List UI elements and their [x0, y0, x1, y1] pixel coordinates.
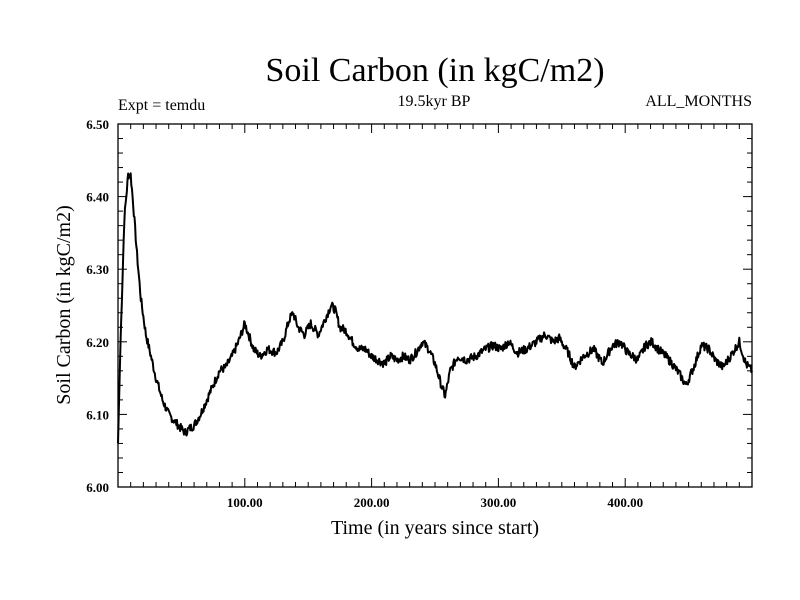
months-label: ALL_MONTHS — [645, 93, 752, 110]
period-label: 19.5kyr BP — [398, 93, 471, 110]
y-axis-label: Soil Carbon (in kgC/m2) — [53, 205, 75, 404]
tick-label-group: 100.00 200.00 300.00 400.00 6.00 6.10 6.20 6.30… — [86, 117, 643, 510]
y-tick-label: 6.30 — [86, 262, 109, 277]
series-line-soil-carbon — [117, 172, 753, 444]
tick-group — [118, 124, 752, 487]
plot-frame — [117, 123, 753, 488]
y-tick-label: 6.20 — [86, 335, 109, 350]
x-axis-label: Time (in years since start) — [331, 517, 539, 539]
y-tick-label: 6.10 — [86, 407, 109, 422]
y-tick-label: 6.00 — [86, 480, 109, 495]
x-tick-label: 100.00 — [227, 495, 263, 510]
x-tick-label: 300.00 — [481, 495, 517, 510]
chart-title: Soil Carbon (in kgC/m2) — [265, 52, 604, 89]
y-tick-label: 6.50 — [86, 117, 109, 132]
x-tick-label: 200.00 — [354, 495, 390, 510]
experiment-label: Expt = temdu — [118, 97, 205, 114]
y-tick-label: 6.40 — [86, 190, 109, 205]
x-tick-label: 400.00 — [607, 495, 643, 510]
